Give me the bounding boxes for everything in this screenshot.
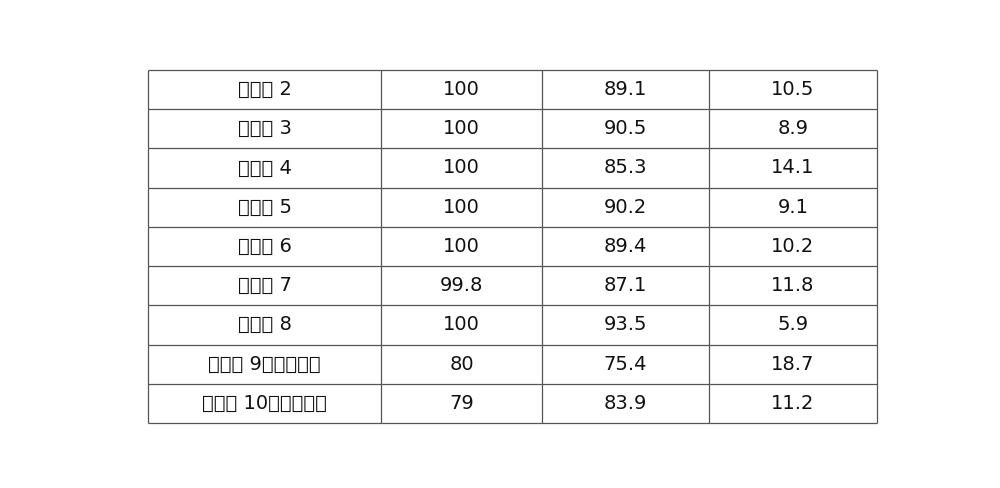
Text: 85.3: 85.3: [604, 159, 647, 178]
Text: 5.9: 5.9: [777, 315, 809, 334]
Text: 实施例 5: 实施例 5: [238, 198, 292, 217]
Text: 83.9: 83.9: [604, 394, 647, 413]
Text: 100: 100: [443, 119, 480, 138]
Text: 100: 100: [443, 159, 480, 178]
Text: 89.4: 89.4: [604, 237, 647, 256]
Text: 实施例 9（对比例）: 实施例 9（对比例）: [208, 355, 321, 374]
Text: 100: 100: [443, 80, 480, 99]
Text: 8.9: 8.9: [777, 119, 808, 138]
Text: 实施例 4: 实施例 4: [238, 159, 292, 178]
Text: 90.2: 90.2: [604, 198, 647, 217]
Text: 实施例 2: 实施例 2: [238, 80, 292, 99]
Text: 90.5: 90.5: [604, 119, 647, 138]
Text: 100: 100: [443, 237, 480, 256]
Text: 100: 100: [443, 315, 480, 334]
Text: 99.8: 99.8: [440, 276, 483, 295]
Text: 87.1: 87.1: [604, 276, 647, 295]
Text: 实施例 10（对比例）: 实施例 10（对比例）: [202, 394, 327, 413]
Text: 79: 79: [449, 394, 474, 413]
Text: 实施例 3: 实施例 3: [238, 119, 292, 138]
Text: 89.1: 89.1: [604, 80, 647, 99]
Text: 9.1: 9.1: [777, 198, 808, 217]
Text: 10.2: 10.2: [771, 237, 815, 256]
Text: 80: 80: [449, 355, 474, 374]
Text: 实施例 8: 实施例 8: [238, 315, 292, 334]
Text: 11.8: 11.8: [771, 276, 815, 295]
Text: 18.7: 18.7: [771, 355, 815, 374]
Text: 实施例 6: 实施例 6: [238, 237, 292, 256]
Text: 14.1: 14.1: [771, 159, 815, 178]
Text: 11.2: 11.2: [771, 394, 815, 413]
Text: 10.5: 10.5: [771, 80, 815, 99]
Text: 100: 100: [443, 198, 480, 217]
Text: 75.4: 75.4: [604, 355, 647, 374]
Text: 实施例 7: 实施例 7: [238, 276, 292, 295]
Text: 93.5: 93.5: [604, 315, 647, 334]
